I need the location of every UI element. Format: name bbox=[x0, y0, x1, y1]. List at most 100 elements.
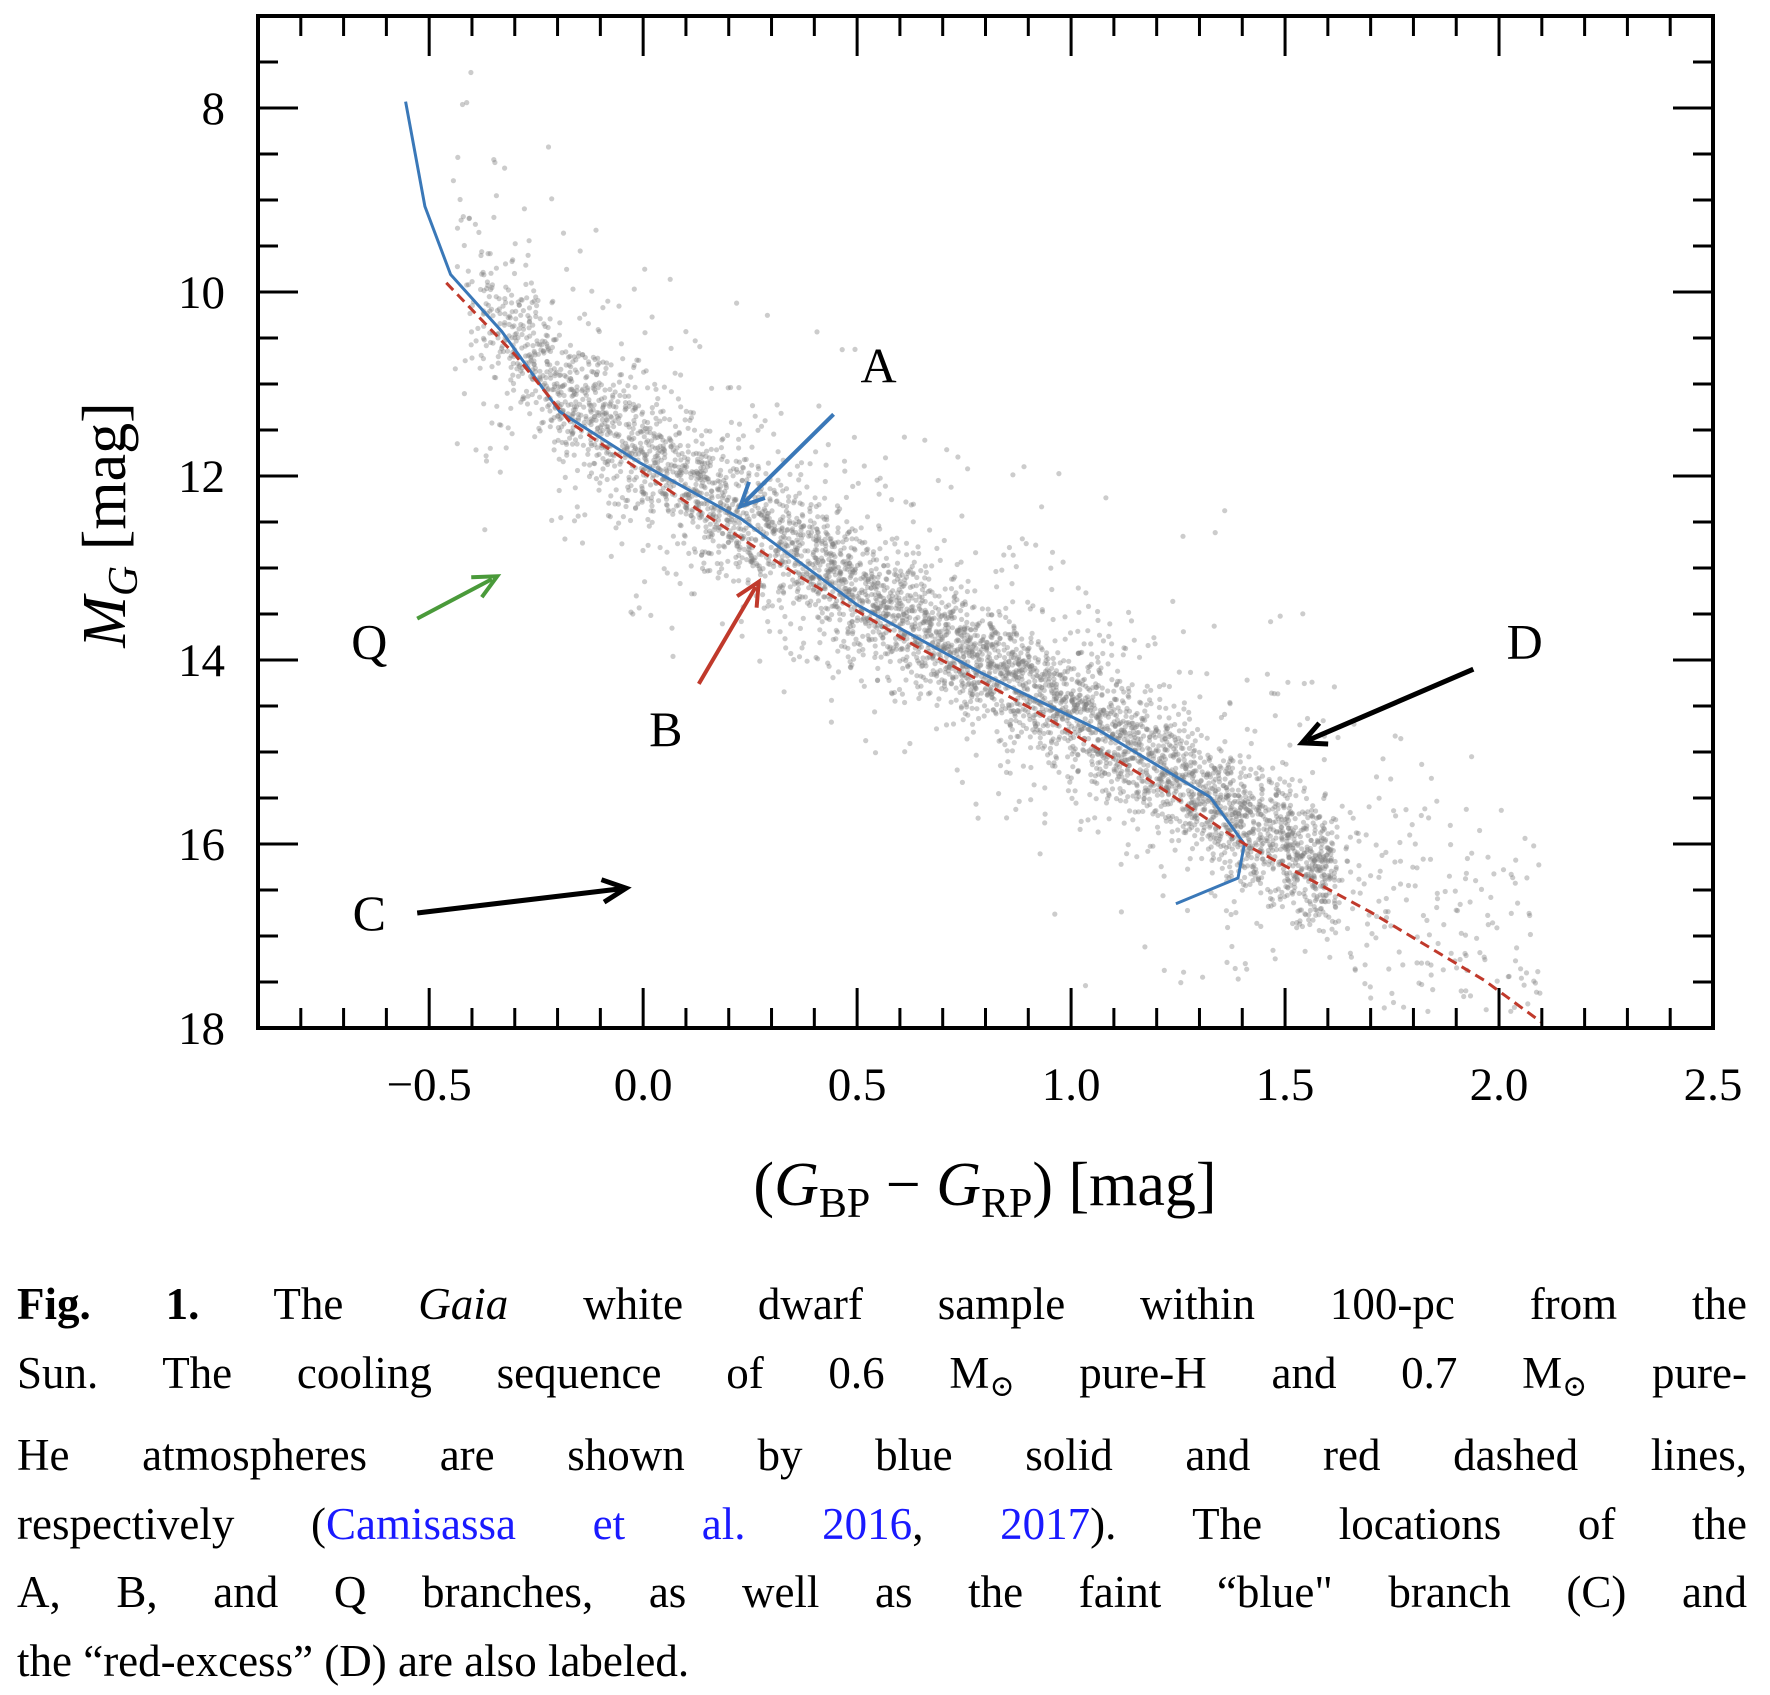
data-point bbox=[1088, 641, 1094, 647]
data-point bbox=[959, 513, 965, 519]
data-point bbox=[1132, 740, 1138, 746]
data-point bbox=[1361, 881, 1367, 887]
data-point bbox=[799, 645, 805, 651]
data-point bbox=[509, 258, 515, 265]
data-point bbox=[847, 574, 853, 581]
data-point bbox=[761, 506, 768, 512]
data-point bbox=[491, 214, 497, 220]
data-point bbox=[1139, 715, 1145, 722]
data-point bbox=[747, 550, 753, 556]
data-point bbox=[531, 298, 537, 304]
data-point bbox=[1095, 736, 1101, 743]
data-point bbox=[480, 269, 486, 275]
data-point bbox=[1132, 809, 1138, 815]
data-point bbox=[948, 699, 954, 705]
data-point bbox=[1251, 862, 1257, 868]
data-point bbox=[1155, 729, 1161, 735]
data-point bbox=[1398, 736, 1404, 742]
data-point bbox=[1170, 598, 1176, 605]
data-point bbox=[1191, 753, 1197, 759]
data-point bbox=[1290, 830, 1296, 836]
data-point bbox=[1092, 815, 1098, 821]
data-point bbox=[1003, 614, 1009, 621]
data-point bbox=[755, 522, 761, 528]
data-point bbox=[1254, 807, 1260, 813]
data-point bbox=[1124, 705, 1130, 712]
data-point bbox=[994, 584, 1000, 590]
data-point bbox=[673, 571, 679, 577]
data-point bbox=[608, 493, 614, 499]
data-point bbox=[837, 569, 843, 575]
data-point bbox=[1267, 895, 1274, 902]
data-point bbox=[1253, 840, 1259, 846]
data-point bbox=[613, 404, 619, 410]
data-point bbox=[973, 685, 979, 692]
data-point bbox=[932, 661, 938, 667]
data-point bbox=[595, 327, 601, 333]
data-point bbox=[830, 551, 837, 558]
data-point bbox=[1405, 882, 1412, 889]
data-point bbox=[1281, 803, 1287, 809]
data-point bbox=[626, 487, 632, 493]
data-point bbox=[1282, 844, 1288, 851]
data-point bbox=[719, 621, 726, 627]
data-point bbox=[616, 520, 622, 526]
data-point bbox=[903, 499, 909, 505]
data-point bbox=[713, 447, 720, 453]
data-point bbox=[953, 605, 959, 611]
data-point bbox=[955, 646, 961, 653]
data-point bbox=[1179, 763, 1185, 769]
data-point bbox=[1083, 695, 1089, 701]
data-point bbox=[603, 365, 609, 371]
data-point bbox=[846, 529, 852, 535]
data-point bbox=[870, 602, 876, 608]
data-point bbox=[477, 365, 483, 371]
data-point bbox=[1175, 751, 1181, 757]
data-point bbox=[1106, 771, 1112, 777]
data-point bbox=[981, 713, 987, 719]
data-point bbox=[648, 612, 654, 619]
data-point bbox=[550, 298, 556, 304]
data-point bbox=[991, 661, 997, 667]
data-point bbox=[1117, 798, 1124, 804]
data-point bbox=[1144, 683, 1150, 689]
data-point bbox=[481, 401, 487, 407]
data-point bbox=[1212, 791, 1218, 797]
data-point bbox=[1140, 778, 1146, 784]
data-point bbox=[570, 392, 577, 398]
data-point bbox=[915, 544, 921, 550]
data-point bbox=[454, 225, 461, 231]
data-point bbox=[1222, 508, 1228, 514]
data-point bbox=[1277, 613, 1283, 619]
data-point bbox=[642, 453, 648, 459]
data-point bbox=[658, 409, 664, 415]
data-point bbox=[872, 592, 878, 598]
data-point bbox=[915, 614, 921, 621]
data-point bbox=[1513, 857, 1519, 863]
data-point bbox=[756, 566, 763, 572]
data-point bbox=[939, 686, 945, 692]
data-point bbox=[823, 462, 829, 468]
data-point bbox=[1115, 745, 1121, 751]
data-point bbox=[954, 629, 960, 635]
data-point bbox=[510, 380, 517, 387]
data-point bbox=[843, 536, 850, 543]
data-point bbox=[1212, 783, 1218, 789]
data-point bbox=[1391, 808, 1397, 814]
data-point bbox=[605, 513, 612, 519]
data-point bbox=[1376, 898, 1382, 904]
data-point bbox=[1240, 822, 1246, 828]
data-point bbox=[554, 369, 560, 375]
data-point bbox=[922, 627, 928, 633]
data-point bbox=[466, 215, 472, 222]
data-point bbox=[682, 462, 688, 468]
data-point bbox=[1057, 672, 1063, 678]
data-point bbox=[1268, 843, 1274, 849]
data-point bbox=[1077, 687, 1083, 693]
data-point bbox=[767, 570, 774, 576]
data-point bbox=[1292, 816, 1298, 822]
data-point bbox=[563, 374, 569, 380]
data-point bbox=[823, 529, 829, 535]
data-point bbox=[473, 447, 479, 453]
data-point bbox=[1137, 699, 1143, 705]
